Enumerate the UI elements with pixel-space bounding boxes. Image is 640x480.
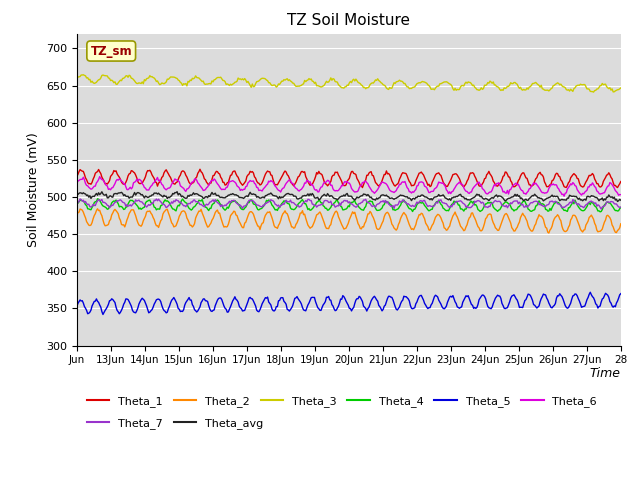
Theta_6 xyxy=(617,192,625,198)
Theta_5 xyxy=(520,301,527,307)
Text: TZ_sm: TZ_sm xyxy=(90,45,132,58)
Theta_1 xyxy=(73,174,81,180)
Theta_3 xyxy=(73,75,81,81)
Theta_2 xyxy=(73,214,81,219)
Theta_7 xyxy=(369,204,376,209)
Theta_3 xyxy=(79,72,87,78)
Theta_3 xyxy=(589,89,597,95)
Theta_3 xyxy=(606,85,614,91)
Theta_7 xyxy=(76,196,84,202)
Theta_avg xyxy=(605,192,612,198)
Theta_7 xyxy=(520,204,527,210)
Theta_4 xyxy=(332,198,340,204)
Theta_2 xyxy=(606,215,614,221)
Theta_4 xyxy=(617,204,625,210)
Theta_2 xyxy=(332,208,340,214)
Legend: Theta_7, Theta_avg: Theta_7, Theta_avg xyxy=(83,414,268,433)
Theta_1 xyxy=(196,167,204,172)
Theta_7 xyxy=(606,200,614,205)
Theta_7 xyxy=(73,202,81,207)
Theta_2 xyxy=(617,221,625,227)
Theta_7 xyxy=(597,206,605,212)
Theta_7 xyxy=(617,204,625,210)
Theta_5 xyxy=(99,312,107,317)
Theta_5 xyxy=(332,307,340,313)
Y-axis label: Soil Moisture (mV): Soil Moisture (mV) xyxy=(28,132,40,247)
Theta_5 xyxy=(617,291,625,297)
Theta_1 xyxy=(336,174,344,180)
Theta_6 xyxy=(73,180,81,186)
Theta_avg xyxy=(332,196,340,202)
Theta_1 xyxy=(399,170,406,176)
Theta_3 xyxy=(332,79,340,84)
Theta_6 xyxy=(560,193,568,199)
Theta_avg xyxy=(173,189,181,194)
Theta_7 xyxy=(332,204,340,209)
Theta_2 xyxy=(93,206,101,212)
Theta_4 xyxy=(606,200,614,206)
Theta_3 xyxy=(369,80,376,86)
Line: Theta_1: Theta_1 xyxy=(77,169,621,188)
Text: Time: Time xyxy=(590,368,621,381)
Theta_4 xyxy=(520,198,527,204)
Theta_4 xyxy=(73,201,81,207)
Theta_5 xyxy=(606,299,614,304)
Theta_3 xyxy=(398,78,406,84)
Title: TZ Soil Moisture: TZ Soil Moisture xyxy=(287,13,410,28)
Theta_1 xyxy=(369,173,377,179)
Theta_4 xyxy=(596,209,604,215)
Theta_4 xyxy=(336,202,344,207)
Theta_5 xyxy=(398,299,406,304)
Theta_3 xyxy=(520,86,527,92)
Line: Theta_3: Theta_3 xyxy=(77,75,621,92)
Theta_avg xyxy=(614,199,621,204)
Theta_1 xyxy=(332,169,340,175)
Line: Theta_6: Theta_6 xyxy=(77,177,621,196)
Line: Theta_2: Theta_2 xyxy=(77,209,621,233)
Theta_6 xyxy=(96,174,104,180)
Theta_6 xyxy=(369,189,376,194)
Theta_4 xyxy=(369,199,376,204)
Theta_6 xyxy=(520,191,527,196)
Theta_avg xyxy=(520,198,527,204)
Theta_5 xyxy=(369,296,376,302)
Theta_6 xyxy=(606,180,614,185)
Theta_2 xyxy=(398,213,406,219)
Theta_6 xyxy=(332,188,340,193)
Line: Theta_avg: Theta_avg xyxy=(77,192,621,202)
Theta_2 xyxy=(336,216,344,222)
Theta_avg xyxy=(73,191,81,197)
Theta_2 xyxy=(520,213,527,218)
Theta_4 xyxy=(93,196,101,202)
Theta_1 xyxy=(606,172,614,178)
Theta_2 xyxy=(545,230,553,236)
Theta_2 xyxy=(369,213,376,218)
Theta_6 xyxy=(336,186,344,192)
Theta_5 xyxy=(73,304,81,310)
Theta_avg xyxy=(617,197,625,203)
Theta_1 xyxy=(521,173,529,179)
Theta_avg xyxy=(336,194,344,200)
Theta_5 xyxy=(336,300,344,306)
Line: Theta_5: Theta_5 xyxy=(77,292,621,314)
Theta_3 xyxy=(336,83,344,88)
Theta_4 xyxy=(398,199,406,205)
Line: Theta_4: Theta_4 xyxy=(77,199,621,212)
Theta_7 xyxy=(398,199,406,204)
Theta_avg xyxy=(369,196,376,202)
Theta_avg xyxy=(398,192,406,198)
Theta_3 xyxy=(617,85,625,91)
Theta_5 xyxy=(586,289,594,295)
Theta_7 xyxy=(336,200,344,206)
Theta_6 xyxy=(398,180,406,185)
Line: Theta_7: Theta_7 xyxy=(77,199,621,209)
Theta_1 xyxy=(358,185,366,191)
Theta_1 xyxy=(617,179,625,184)
